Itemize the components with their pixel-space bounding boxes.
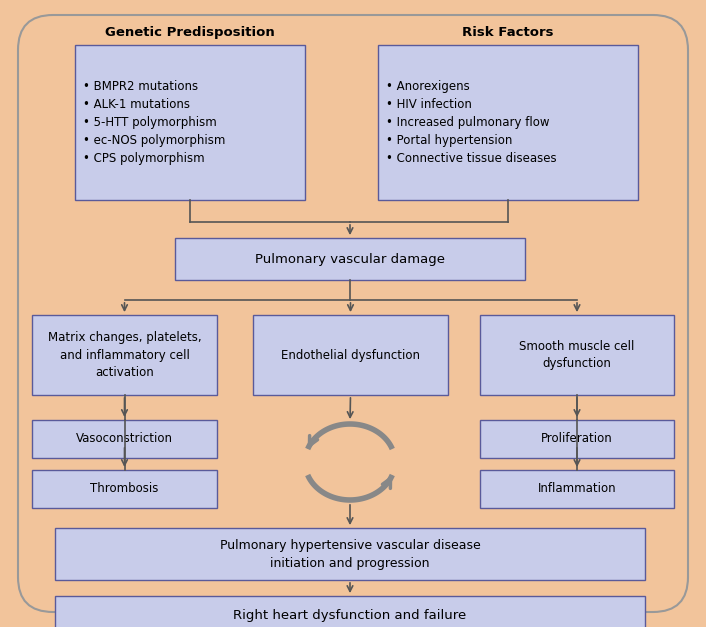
Text: Matrix changes, platelets,
and inflammatory cell
activation: Matrix changes, platelets, and inflammat… [48, 330, 201, 379]
Text: Proliferation: Proliferation [541, 433, 613, 446]
Text: • Anorexigens
• HIV infection
• Increased pulmonary flow
• Portal hypertension
•: • Anorexigens • HIV infection • Increase… [386, 80, 556, 165]
FancyBboxPatch shape [175, 238, 525, 280]
Text: Right heart dysfunction and failure: Right heart dysfunction and failure [234, 609, 467, 623]
FancyBboxPatch shape [75, 45, 305, 200]
FancyBboxPatch shape [480, 420, 674, 458]
FancyBboxPatch shape [32, 315, 217, 395]
Text: Pulmonary hypertensive vascular disease
initiation and progression: Pulmonary hypertensive vascular disease … [220, 539, 480, 569]
FancyBboxPatch shape [32, 420, 217, 458]
Text: Vasoconstriction: Vasoconstriction [76, 433, 173, 446]
FancyBboxPatch shape [480, 470, 674, 508]
Text: Pulmonary vascular damage: Pulmonary vascular damage [255, 253, 445, 265]
Text: Endothelial dysfunction: Endothelial dysfunction [281, 349, 420, 362]
FancyBboxPatch shape [378, 45, 638, 200]
FancyBboxPatch shape [32, 470, 217, 508]
Text: Genetic Predisposition: Genetic Predisposition [105, 26, 275, 39]
FancyBboxPatch shape [480, 315, 674, 395]
FancyBboxPatch shape [55, 528, 645, 580]
FancyBboxPatch shape [253, 315, 448, 395]
Text: Smooth muscle cell
dysfunction: Smooth muscle cell dysfunction [520, 339, 635, 371]
Text: Risk Factors: Risk Factors [462, 26, 554, 39]
FancyBboxPatch shape [18, 15, 688, 612]
Text: Inflammation: Inflammation [538, 483, 616, 495]
Text: Thrombosis: Thrombosis [90, 483, 159, 495]
Text: • BMPR2 mutations
• ALK-1 mutations
• 5-HTT polymorphism
• ec-NOS polymorphism
•: • BMPR2 mutations • ALK-1 mutations • 5-… [83, 80, 225, 165]
FancyBboxPatch shape [55, 596, 645, 627]
